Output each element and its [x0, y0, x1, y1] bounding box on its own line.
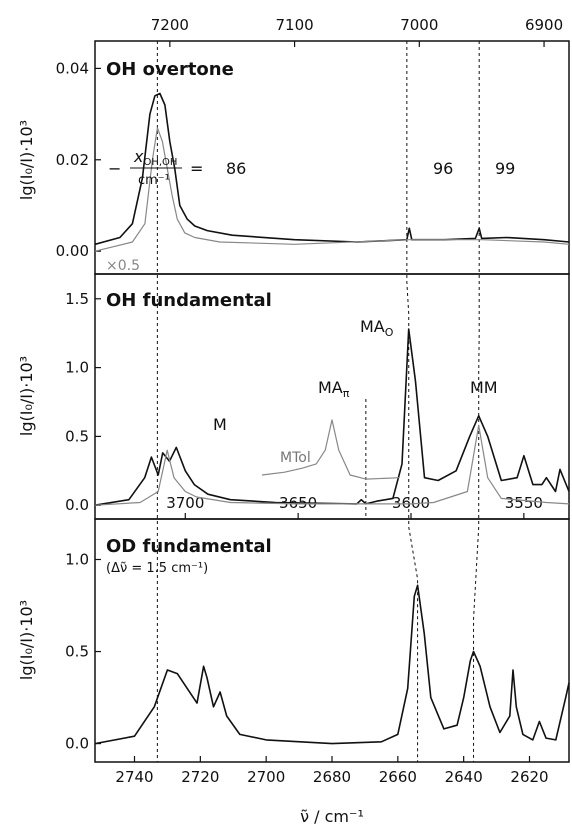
spectra-curves — [94, 92, 570, 745]
x-axis-label: ν̃ / cm⁻¹ — [300, 807, 364, 826]
fraction-denominator: cm⁻¹ — [138, 173, 170, 188]
y-tick-label: 0.0 — [65, 735, 89, 753]
x-tick-label: 2700 — [247, 768, 285, 786]
label-mao-sub: O — [385, 326, 394, 339]
y-tick-label: 0.0 — [65, 496, 89, 514]
x-tick-label: 2680 — [313, 768, 351, 786]
overtone-scale-note: ×0.5 — [106, 258, 140, 274]
x-top-tick-label: 7100 — [275, 16, 313, 34]
guide-mao — [406, 41, 419, 762]
label-mapi: MAπ — [318, 378, 350, 400]
spectrum-series — [94, 92, 570, 246]
y-tick-label: 0.02 — [56, 151, 89, 169]
spectrum-series — [94, 584, 570, 745]
x-tick-label: 2740 — [115, 768, 153, 786]
overtone-value-mm: 99 — [495, 159, 515, 178]
overtone-value-mao: 96 — [433, 159, 453, 178]
x-top-tick-label: 6900 — [525, 16, 563, 34]
panel-title-oh-fundamental: OH fundamental — [106, 290, 272, 311]
x-tick-label: 2660 — [379, 768, 417, 786]
spectrum-series — [94, 127, 570, 252]
fraction-equals: = — [190, 159, 203, 178]
x-tick-label: 3700 — [166, 494, 204, 512]
label-mtol: MTol — [280, 450, 311, 466]
x-tick-label: 2720 — [181, 768, 219, 786]
overtone-value-m: 86 — [226, 159, 246, 178]
x-tick-label: 2620 — [510, 768, 548, 786]
y-tick-label: 0.00 — [56, 242, 89, 260]
spectrum-series — [94, 328, 570, 506]
od-resolution-note: (Δν̃ = 1.5 cm⁻¹) — [106, 561, 208, 576]
fraction-prefix: − — [108, 159, 121, 178]
spectrum-series — [261, 419, 400, 480]
y-tick-label: 0.04 — [56, 59, 89, 77]
fraction-numerator-sub: OH,OH — [143, 157, 177, 168]
axis-ticks: 0.00 0.02 0.04 0.0 0.5 1.0 1.5 0.0 0.5 1.0 7200 710… — [56, 16, 564, 786]
y-tick-label: 0.5 — [65, 427, 89, 445]
panel-title-overtone: OH overtone — [106, 59, 234, 80]
label-m: M — [213, 415, 227, 434]
x-top-tick-label: 7000 — [400, 16, 438, 34]
label-mm: MM — [470, 378, 498, 397]
y-label-overtone: lg(I₀/I)·10³ — [17, 120, 36, 200]
x-tick-label: 3600 — [392, 494, 430, 512]
guide-mm — [473, 41, 480, 762]
spectrum-series — [94, 424, 570, 506]
y-tick-label: 1.0 — [65, 551, 89, 569]
guide-lines — [156, 41, 480, 762]
y-label-oh-fundamental: lg(I₀/I)·10³ — [17, 356, 36, 436]
x-tick-label: 3550 — [505, 494, 543, 512]
y-tick-label: 1.0 — [65, 359, 89, 377]
panel-title-od-fundamental: OD fundamental — [106, 536, 272, 557]
y-label-od-fundamental: lg(I₀/I)·10³ — [17, 600, 36, 680]
x-top-tick-label: 7200 — [151, 16, 189, 34]
label-mapi-sub: π — [343, 387, 350, 400]
y-tick-label: 1.5 — [65, 290, 89, 308]
y-tick-label: 0.5 — [65, 643, 89, 661]
x-tick-label: 2640 — [445, 768, 483, 786]
label-mao: MAO — [360, 317, 394, 339]
fraction-numerator: xOH,OH — [133, 147, 177, 168]
